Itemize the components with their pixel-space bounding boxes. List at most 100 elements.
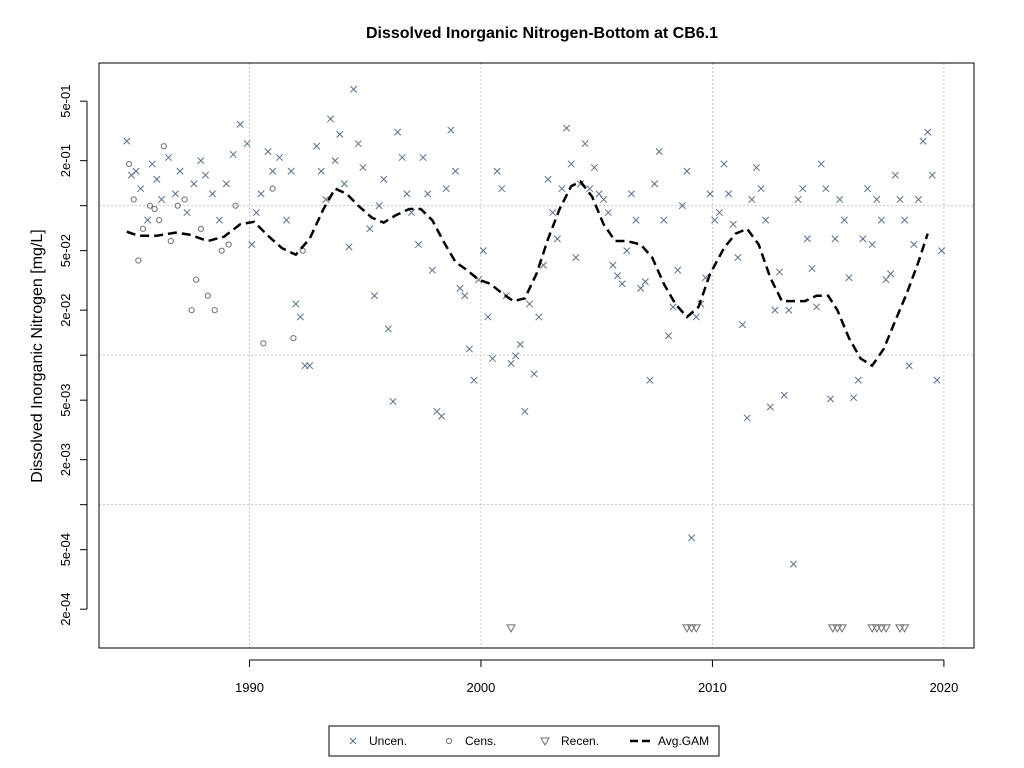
uncensored-point	[729, 220, 737, 228]
uncensored-point	[789, 560, 797, 568]
uncensored-point	[623, 247, 631, 255]
censored-point	[218, 247, 225, 254]
uncensored-point	[725, 190, 733, 198]
uncensored-point	[646, 376, 654, 384]
uncensored-point	[350, 85, 358, 93]
uncensored-point	[715, 208, 723, 217]
uncensored-point	[544, 175, 552, 183]
uncensored-point	[493, 167, 501, 175]
censored-point	[160, 143, 167, 150]
uncensored-point	[891, 171, 899, 179]
y-tick-label: 2e-04	[58, 593, 73, 626]
uncensored-point	[553, 235, 561, 243]
uncensored-point	[530, 370, 538, 378]
uncensored-point	[581, 140, 589, 148]
uncensored-point	[854, 376, 862, 384]
uncensored-point	[831, 235, 839, 243]
uncensored-point	[526, 300, 534, 308]
uncensored-point	[901, 216, 909, 224]
uncensored-point	[438, 412, 446, 420]
uncensored-point	[461, 292, 469, 300]
uncensored-point	[248, 240, 256, 249]
uncensored-point	[590, 163, 598, 172]
uncensored-point	[470, 376, 478, 384]
uncensored-point	[516, 340, 524, 348]
uncensored-point	[424, 190, 432, 198]
x-tick-label: 2020	[929, 680, 958, 695]
censored-point	[269, 185, 276, 192]
uncensored-point	[771, 306, 779, 314]
grid	[99, 63, 974, 648]
uncensored-point	[743, 414, 751, 422]
uncensored-point	[604, 208, 612, 217]
recensored-point	[837, 624, 847, 633]
uncensored-point	[826, 395, 835, 403]
uncensored-point	[208, 190, 216, 198]
recensored-point	[691, 624, 702, 633]
uncensored-point	[442, 185, 450, 193]
uncensored-point	[567, 160, 575, 168]
uncensored-point	[558, 185, 566, 193]
uncensored-point	[794, 195, 802, 204]
data-layer	[123, 85, 946, 633]
uncensored-point	[153, 175, 161, 183]
y-tick-label: 5e-01	[58, 85, 73, 118]
uncensored-point	[734, 253, 742, 262]
uncensored-point	[354, 140, 362, 148]
uncensored-point	[359, 163, 367, 172]
axes: 1990 2000 2010 2020 2e-04 5e-04 2e-03 5e-03 2e-0…	[58, 85, 958, 695]
uncensored-point	[340, 180, 348, 188]
uncensored-point	[535, 313, 543, 321]
uncensored-point	[660, 216, 668, 224]
uncensored-point	[384, 325, 392, 333]
legend-label: Recen.	[561, 734, 599, 748]
uncensored-point	[479, 247, 487, 255]
y-tick-label: 5e-02	[58, 234, 73, 267]
uncensored-point	[613, 272, 622, 280]
uncensored-point	[276, 153, 284, 162]
uncensored-point	[447, 126, 455, 134]
uncensored-point	[595, 190, 603, 198]
uncensored-point	[706, 190, 714, 198]
uncensored-point	[836, 195, 844, 204]
uncensored-point	[928, 171, 936, 179]
uncensored-point	[609, 261, 617, 269]
uncensored-point	[780, 391, 788, 399]
legend-symbol	[445, 737, 453, 745]
uncensored-point	[683, 167, 691, 175]
uncensored-point	[498, 185, 506, 193]
censored-point	[193, 276, 200, 283]
y-tick-label: 5e-03	[58, 384, 73, 417]
recensored-point	[871, 624, 882, 633]
uncensored-point	[549, 208, 557, 217]
censored-point	[225, 241, 232, 248]
uncensored-point	[414, 240, 422, 249]
uncensored-point	[785, 306, 793, 314]
uncensored-point	[148, 160, 156, 168]
recensored-point	[895, 624, 905, 633]
uncensored-point	[933, 376, 941, 384]
uncensored-point	[171, 190, 179, 198]
uncensored-point	[711, 216, 719, 224]
uncensored-point	[144, 216, 152, 224]
uncensored-point	[331, 157, 339, 165]
x-tick-label: 1990	[235, 680, 264, 695]
uncensored-point	[877, 216, 885, 224]
uncensored-point	[863, 185, 872, 193]
uncensored-point	[313, 142, 321, 150]
uncensored-point	[375, 202, 383, 210]
uncensored-point	[752, 163, 760, 172]
uncensored-point	[252, 208, 260, 217]
uncensored-point	[563, 124, 571, 132]
censored-point	[146, 202, 154, 209]
uncensored-point	[451, 167, 460, 175]
uncensored-point	[398, 153, 406, 162]
censored-point	[211, 307, 218, 314]
uncensored-point	[366, 225, 374, 233]
uncensored-point	[222, 180, 230, 188]
uncensored-point	[641, 278, 649, 286]
recensored-point	[832, 624, 843, 633]
uncensored-point	[882, 276, 890, 284]
censored-point	[232, 202, 239, 209]
uncensored-point	[600, 195, 608, 204]
